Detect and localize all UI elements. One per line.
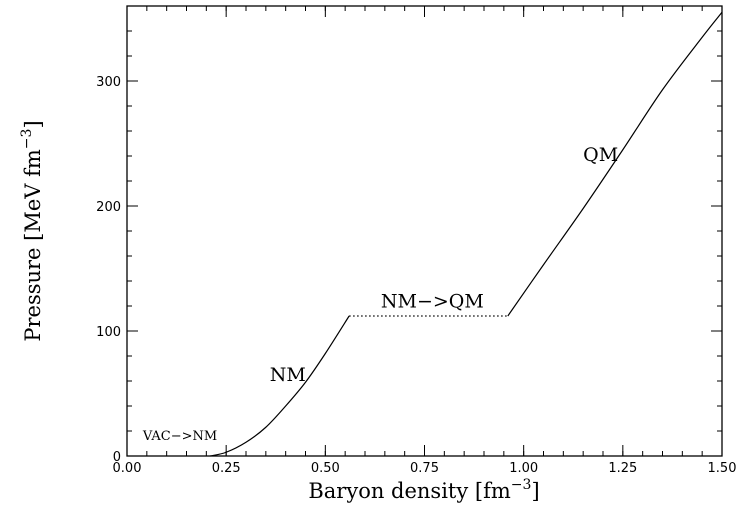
- x-axis-label: Baryon density [fm−3]: [308, 477, 539, 503]
- y-tick-label: 0: [113, 450, 121, 465]
- annotation-label: NM: [270, 364, 306, 386]
- x-tick-label: 1.00: [509, 461, 538, 476]
- annotation-label: VAC−>NM: [142, 429, 217, 444]
- annotation-label: QM: [583, 144, 618, 166]
- data-series: [210, 11, 723, 457]
- series-line-3: [507, 11, 723, 317]
- y-tick-label: 100: [96, 325, 121, 340]
- x-tick-label: 1.50: [708, 461, 737, 476]
- plot-frame: [126, 5, 723, 457]
- annotation-label: NM−>QM: [381, 290, 484, 312]
- y-tick-label: 200: [96, 200, 121, 215]
- x-tick-label: 0.75: [410, 461, 439, 476]
- x-tick-label: 0.00: [113, 461, 142, 476]
- x-tick-label: 1.25: [608, 461, 637, 476]
- annotations: VAC−>NM NM NM−>QM QM: [142, 144, 618, 444]
- tick-labels: 0.00 0.25 0.50 0.75 1.00 1.25 1.50 0 100 200 300: [96, 75, 736, 476]
- axis-ticks: [126, 5, 723, 457]
- series-line-1: [210, 315, 350, 457]
- x-tick-label: 0.25: [212, 461, 241, 476]
- y-axis-label: Pressure [MeV fm−3]: [19, 120, 45, 341]
- x-tick-label: 0.50: [311, 461, 340, 476]
- y-tick-label: 300: [96, 75, 121, 90]
